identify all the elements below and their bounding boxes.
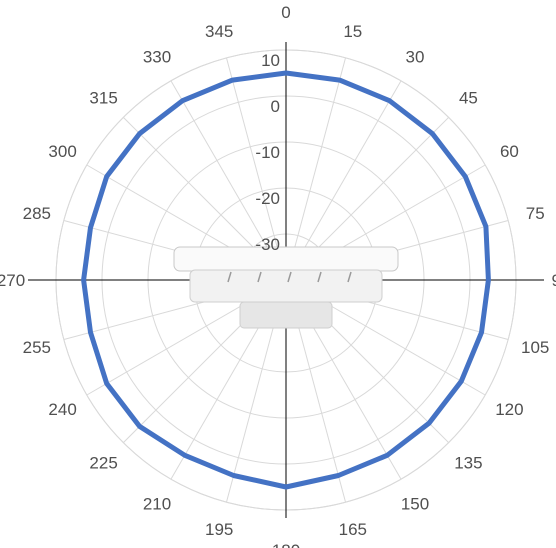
angle-tick-label: 120 <box>495 400 523 419</box>
angle-tick-label: 30 <box>406 48 425 67</box>
device-vent <box>257 271 262 283</box>
angle-tick-label: 300 <box>48 142 76 161</box>
angle-tick-label: 60 <box>500 142 519 161</box>
grid-spoke <box>285 57 347 281</box>
device-top-panel <box>173 246 399 272</box>
device-vent <box>317 271 322 283</box>
radial-tick-label: 10 <box>261 51 280 70</box>
radial-tick-label: 0 <box>271 97 280 116</box>
angle-tick-label: 105 <box>521 338 549 357</box>
device-body <box>189 269 383 303</box>
angle-tick-label: 315 <box>89 89 117 108</box>
angle-tick-label: 0 <box>281 3 290 22</box>
angle-tick-label: 345 <box>205 22 233 41</box>
device-mount-base <box>239 301 333 329</box>
access-point-device-image <box>173 246 399 329</box>
angle-tick-label: 195 <box>205 520 233 539</box>
angle-tick-label: 330 <box>143 48 171 67</box>
angle-tick-label: 165 <box>339 520 367 539</box>
series-layer <box>81 70 491 490</box>
angle-tick-label: 45 <box>459 89 478 108</box>
angle-tick-label: 150 <box>401 494 429 513</box>
radial-tick-label: -10 <box>255 143 280 162</box>
angle-tick-label: 225 <box>89 453 117 472</box>
device-vent <box>227 271 232 283</box>
angle-tick-label: 285 <box>23 204 51 223</box>
device-vent <box>347 271 352 283</box>
angle-tick-label: 180 <box>272 541 300 548</box>
angle-tick-label: 270 <box>0 271 25 290</box>
radial-tick-label: -30 <box>255 235 280 254</box>
angle-tick-label: 90 <box>552 271 556 290</box>
angle-tick-label: 255 <box>23 338 51 357</box>
angle-tick-label: 240 <box>48 400 76 419</box>
label-layer: 0 15 30 45 60 75 90 105 120 135 150 165 180 195 210 225… <box>0 3 556 548</box>
grid-spoke <box>225 57 287 281</box>
angle-tick-label: 75 <box>526 204 545 223</box>
device-vent <box>287 271 292 283</box>
angle-tick-label: 15 <box>343 22 362 41</box>
angle-tick-label: 210 <box>143 494 171 513</box>
angle-tick-label: 135 <box>454 453 482 472</box>
radial-tick-label: -20 <box>255 189 280 208</box>
